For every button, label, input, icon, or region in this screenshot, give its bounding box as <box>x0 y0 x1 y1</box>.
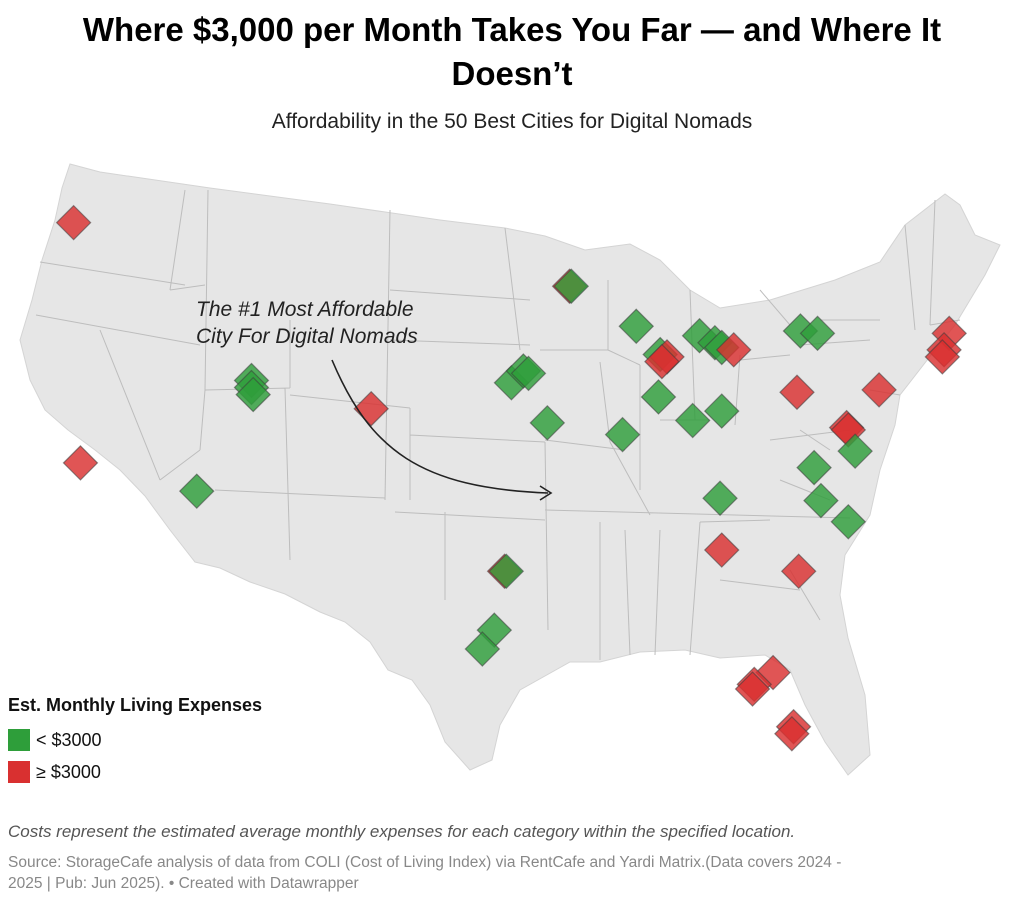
state-border-lines <box>35 189 961 660</box>
legend-item-over: ≥ $3000 <box>8 756 262 788</box>
annotation-arrow <box>331 359 549 494</box>
annotation-text: The #1 Most Affordable City For Digital … <box>196 296 496 350</box>
city-marker-over-3000[interactable] <box>715 331 752 368</box>
city-marker-under-3000[interactable] <box>796 449 832 486</box>
footnote: Costs represent the estimated average mo… <box>8 822 796 841</box>
city-marker-over-3000[interactable] <box>924 339 961 375</box>
annotation-line-2: City For Digital Nomads <box>196 325 418 348</box>
city-marker-over-3000[interactable] <box>644 343 680 380</box>
legend-item-under: < $3000 <box>8 724 262 756</box>
city-marker-under-3000[interactable] <box>799 315 836 352</box>
contiguous-us-landmass <box>19 163 1001 776</box>
legend-label-under: < $3000 <box>36 729 102 750</box>
city-marker-over-3000[interactable] <box>62 445 99 481</box>
city-marker-over-3000[interactable] <box>353 390 390 427</box>
city-marker-over-3000[interactable] <box>774 715 810 752</box>
city-marker-under-3000[interactable] <box>464 631 501 667</box>
city-marker-under-3000[interactable] <box>640 379 677 415</box>
city-marker-over-3000[interactable] <box>780 553 817 590</box>
city-marker-under-3000[interactable] <box>703 393 740 429</box>
legend: Est. Monthly Living Expenses < $3000 ≥ $… <box>8 695 262 788</box>
land-layer <box>19 163 1001 776</box>
annotation-line-1: The #1 Most Affordable <box>196 298 414 321</box>
city-marker-over-3000[interactable] <box>861 372 897 408</box>
city-marker-over-3000[interactable] <box>703 532 740 568</box>
city-marker-under-3000[interactable] <box>618 308 655 345</box>
city-marker-under-3000[interactable] <box>178 473 215 510</box>
city-marker-under-3000[interactable] <box>837 433 873 469</box>
source-line-2: 2025 | Pub: Jun 2025). • Created with Da… <box>8 875 359 892</box>
legend-label-over: ≥ $3000 <box>36 761 101 782</box>
city-marker-under-3000[interactable] <box>488 553 525 590</box>
city-marker-under-3000[interactable] <box>510 355 547 392</box>
city-marker-under-3000[interactable] <box>674 402 711 439</box>
legend-swatch-under <box>8 729 30 751</box>
city-marker-over-3000[interactable] <box>55 204 92 241</box>
city-marker-under-3000[interactable] <box>529 405 566 441</box>
us-map <box>19 163 1001 776</box>
city-marker-under-3000[interactable] <box>235 376 272 413</box>
city-marker-under-3000[interactable] <box>553 268 590 305</box>
legend-title: Est. Monthly Living Expenses <box>8 695 263 715</box>
city-marker-under-3000[interactable] <box>702 480 738 517</box>
city-marker-under-3000[interactable] <box>604 416 641 453</box>
city-marker-over-3000[interactable] <box>734 671 771 707</box>
annotation-arrowhead <box>539 485 553 501</box>
chart-subtitle: Affordability in the 50 Best Cities for … <box>271 110 753 133</box>
source-credit: Source: StorageCafe analysis of data fro… <box>8 852 1008 894</box>
source-line-1: Source: StorageCafe analysis of data fro… <box>8 854 842 871</box>
city-marker-over-3000[interactable] <box>779 374 815 411</box>
chart-title: Where $3,000 per Month Takes You Far — a… <box>82 11 942 92</box>
city-markers <box>55 204 968 752</box>
state-borders <box>35 189 961 660</box>
city-marker-under-3000[interactable] <box>830 503 867 540</box>
legend-swatch-over <box>8 761 30 783</box>
city-marker-under-3000[interactable] <box>803 482 839 519</box>
